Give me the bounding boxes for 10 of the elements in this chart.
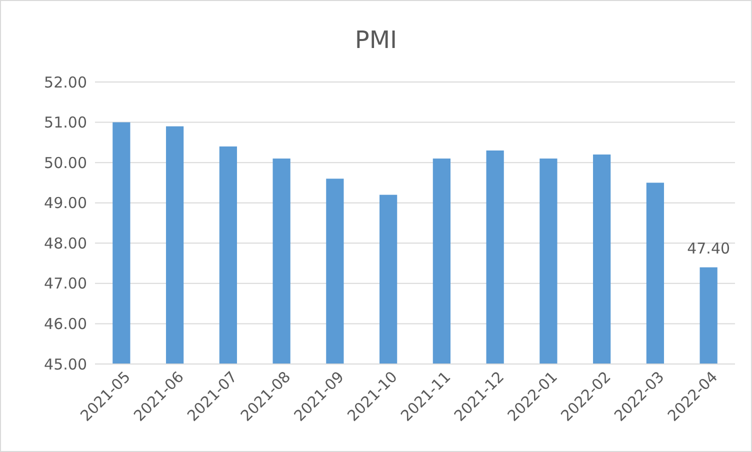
y-tick-label: 50.00: [44, 154, 87, 172]
y-tick-label: 52.00: [44, 73, 87, 92]
y-tick-label: 46.00: [44, 314, 87, 333]
data-label: 47.40: [687, 239, 730, 258]
chart-title: PMI: [354, 26, 398, 54]
y-tick-label: 49.00: [44, 194, 87, 212]
y-tick-label: 45.00: [44, 355, 87, 374]
y-tick-label: 48.00: [44, 234, 87, 252]
y-tick-label: 47.00: [44, 274, 87, 293]
y-tick-label: 51.00: [44, 114, 87, 132]
